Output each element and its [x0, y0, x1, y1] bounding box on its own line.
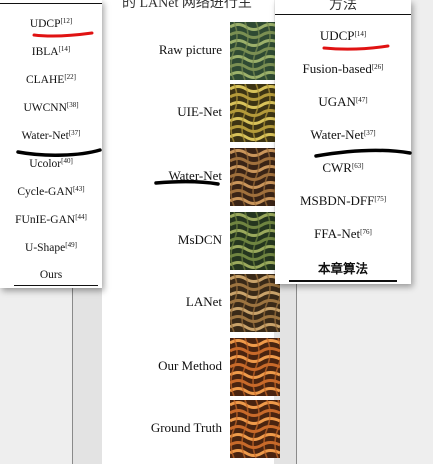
divider-line [296, 284, 297, 464]
coral-thumbnail [230, 338, 280, 396]
coral-thumbnail [230, 212, 280, 270]
method-row: Water-Net[37] [0, 129, 102, 142]
method-name: UDCP [319, 28, 355, 43]
method-name: FFA-Net [314, 226, 361, 241]
citation-ref: [44] [75, 213, 87, 221]
coral-thumbnail [230, 274, 280, 332]
method-name: Water-Net [21, 130, 69, 142]
table-top-rule [275, 14, 411, 15]
method-row: UDCP[14] [275, 28, 411, 44]
citation-ref: [47] [355, 96, 368, 104]
row-label: MsDCN [177, 232, 222, 247]
table-bottom-rule [14, 285, 98, 286]
coral-thumbnail [230, 400, 280, 458]
method-name: MSBDN-DFF [299, 193, 375, 208]
method-name: FUnIE-GAN [15, 214, 76, 226]
divider-line [72, 280, 73, 464]
method-row: UWCNN[38] [0, 101, 102, 114]
coral-thumbnail [230, 22, 280, 80]
table-column-title: 方法 [329, 0, 357, 13]
method-row: UGAN[47] [275, 94, 411, 110]
method-name: CWR [322, 160, 352, 175]
citation-ref: [14] [354, 30, 367, 38]
method-row: Cycle-GAN[43] [0, 185, 102, 198]
citation-ref: [12] [60, 17, 73, 25]
method-row: MSBDN-DFF[75] [275, 193, 411, 209]
row-label: UIE-Net [177, 104, 222, 119]
method-row: Ours [0, 269, 102, 281]
comparison-figure: 的 LANet 网络进行主 Raw picture UIE-Net Water-Ne… [102, 0, 280, 464]
coral-thumbnail [230, 84, 280, 142]
method-row: CLAHE[22] [0, 73, 102, 86]
method-row: IBLA[14] [0, 45, 102, 58]
row-label: Ground Truth [150, 420, 222, 435]
method-name: UGAN [318, 94, 356, 109]
right-methods-table: 方法 UDCP[14] Fusion-based[26] UGAN[47] Water… [275, 0, 411, 284]
citation-ref: [22] [64, 73, 76, 81]
citation-ref: [75] [374, 195, 387, 203]
method-row: Water-Net[37] [275, 127, 411, 143]
table-final-row: 本章算法 [317, 261, 368, 276]
table-bottom-rule [289, 280, 397, 282]
figure-header-text: 的 LANet 网络进行主 [122, 0, 252, 11]
citation-ref: [26] [371, 63, 384, 71]
method-name: Water-Net [310, 127, 364, 142]
method-row: U-Shape[49] [0, 241, 102, 254]
row-label: Water-Net [168, 168, 222, 183]
method-name: Fusion-based [302, 61, 372, 76]
citation-ref: [76] [360, 228, 372, 236]
table-top-rule [0, 3, 102, 4]
method-name: U-Shape [25, 242, 66, 254]
method-row: Fusion-based[26] [275, 61, 411, 77]
citation-ref: [37] [68, 129, 81, 137]
method-name: UDCP [29, 18, 61, 30]
method-name: CLAHE [25, 74, 65, 86]
row-label: Our Method [158, 358, 222, 373]
method-row: FFA-Net[76] [275, 226, 411, 242]
citation-ref: [14] [58, 45, 71, 53]
method-name: Ucolor [29, 158, 62, 170]
left-methods-table: UDCP[12] IBLA[14] CLAHE[22] UWCNN[38] Water-… [0, 0, 102, 288]
citation-ref: [63] [351, 162, 364, 170]
citation-ref: [37] [363, 129, 376, 137]
method-name: IBLA [31, 46, 59, 58]
citation-ref: [40] [61, 157, 73, 165]
method-row: FUnIE-GAN[44] [0, 213, 102, 226]
citation-ref: [38] [66, 101, 79, 109]
method-row: UDCP[12] [0, 17, 102, 30]
citation-ref: [49] [65, 241, 77, 249]
row-label: LANet [185, 294, 222, 309]
citation-ref: [43] [72, 185, 85, 193]
coral-thumbnail [230, 148, 280, 206]
method-name: Cycle-GAN [17, 186, 73, 198]
method-name: Ours [39, 269, 63, 281]
row-label: Raw picture [158, 42, 222, 57]
method-row: CWR[63] [275, 160, 411, 176]
method-name: UWCNN [23, 102, 67, 114]
method-row: Ucolor[40] [0, 157, 102, 170]
gray-strip-left [72, 280, 102, 464]
